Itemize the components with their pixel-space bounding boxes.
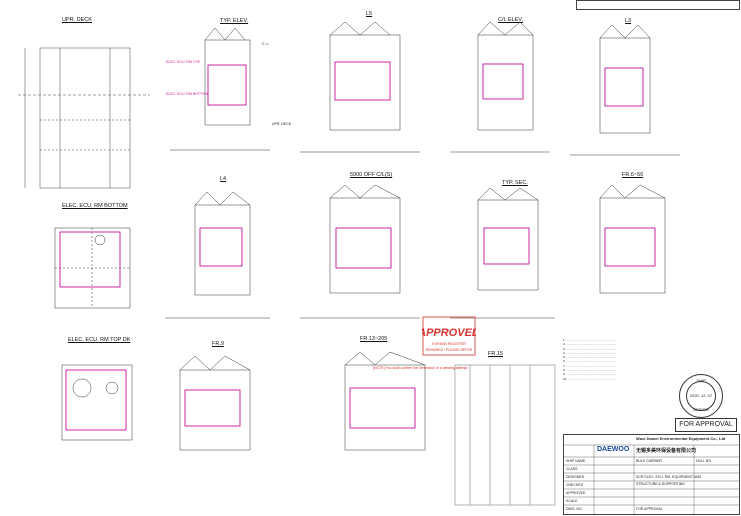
typ-elev-view [170,27,270,151]
view-title-elec-top: ELEC. ECU. RM TOP DK [68,337,131,343]
sign-checked: CHECKED [566,483,584,487]
seal-bottom: DESIGN [693,407,709,412]
design-seal: SHIP 2020. 12. 07 DESIGN [679,374,723,418]
project-name: BULK CARRIER [636,459,662,463]
view-title-elec-bottom: ELEC. ECU. RM BOTTOM [62,203,128,209]
view-title-fr9: FR.9 [212,341,224,347]
off-cl-view [300,184,420,319]
sign-designed: DESIGNED [566,475,585,479]
label-elec-bottom: ELEC. ECU. RM BOTTOM [166,92,208,96]
view-title-l5: L5 [366,11,373,17]
l3-view [570,24,680,156]
l5-view [300,21,420,153]
view-title-upr-deck: UPR. DECK [62,17,92,23]
view-title-l3: L3 [625,18,632,24]
stamp-title: APPROVED [422,327,476,339]
seal-top: SHIP [696,378,706,383]
label-elec-top: ELEC. ECU. RM TOP [166,60,200,64]
for-approval-text: FOR APPROVAL [636,507,663,511]
fr9-view [179,355,251,451]
sign-class: CLASS [566,467,578,471]
fr13-view [344,351,426,451]
approved-stamp: APPROVED KOREAN REGISTER REMARKS / PLEAS… [422,316,476,356]
view-title-typ-sec: TYP. SEC. [502,180,528,186]
seal-year: 2020. 12. 07 [689,393,713,398]
l4-view [165,191,270,319]
red-note: [NOTE] You shall confirm the dimension o… [373,366,469,370]
fr15-view [454,364,556,506]
company-en: Wuxi Damei Environmental Equipment Co., … [636,436,726,441]
stamp-line2: REMARKS / PLEASE REFER [426,348,473,352]
for-approval-box: FOR APPROVAL [675,418,737,432]
hull-no: HULL NO. [696,459,713,463]
sign-ship-name: SHIP NAME [566,459,586,463]
revision-table [576,0,740,10]
sign-approved: APPROVED [566,491,586,495]
company-cn: 无锡多美环保设备有限公司 [636,448,697,454]
drawing-title-1: SCR ELEC. ECU. RM. EQUIPMENT AND [636,475,702,479]
title-block: DAEWOO Wuxi Damei Environmental Equipmen… [563,434,740,515]
sign-dwg-no: DWG. NO. [566,507,583,511]
fr-sec-view [599,184,666,294]
sign-scale: SCALE [566,499,578,503]
view-title-typ-elev: TYP. ELEV. [220,18,249,24]
elec-top-plan [61,364,133,441]
cl-elev-view [450,21,550,153]
drawing-title-2: STRUCTURE & SUPPORTING [636,482,685,486]
label-cl: C. L. [262,42,270,46]
label-upr-deck: UPR. DECK [272,122,292,126]
general-notes: 1. .....................................… [563,338,618,381]
stamp-line1: KOREAN REGISTER [432,342,466,346]
view-title-fr-sec: FR.6~56 [622,172,644,178]
upr-deck-plan [18,47,150,189]
view-title-cl-elev: C/L ELEV. [498,17,523,23]
view-title-fr15: FR.15 [488,351,503,357]
view-title-off-cl: 5900 OFF C/L(S) [350,172,393,178]
elec-bottom-plan [54,227,131,309]
view-title-fr13: FR.13~205 [360,336,388,342]
daewoo-logo: DAEWOO [597,446,630,453]
view-title-l4: L4 [220,176,227,182]
typ-sec-view [450,187,555,319]
